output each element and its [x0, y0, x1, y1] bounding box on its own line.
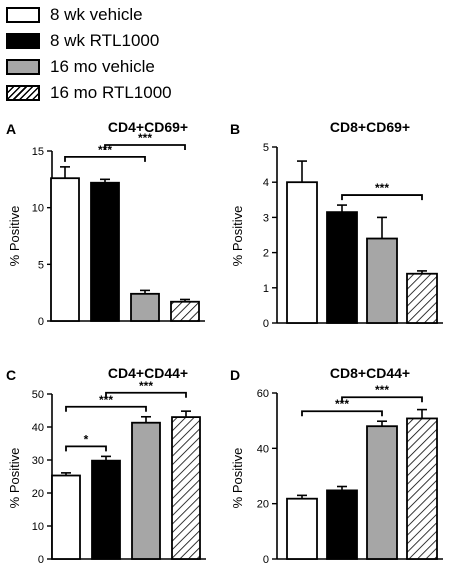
y-tick-label: 40 — [32, 422, 44, 434]
panel-title: CD8+CD69+ — [330, 119, 410, 135]
legend-item-8wk-vehicle: 8 wk vehicle — [6, 4, 143, 26]
significance-bracket — [341, 194, 423, 201]
significance-bracket — [65, 405, 147, 412]
y-tick-label: 50 — [32, 389, 44, 401]
y-tick-label: 15 — [32, 146, 44, 158]
y-axis-label: % Positive — [230, 206, 245, 267]
panel-title: CD4+CD44+ — [108, 365, 188, 381]
bar-8wk-rtl1000 — [326, 211, 358, 324]
legend-label: 8 wk vehicle — [50, 5, 143, 24]
y-tick-label: 0 — [263, 318, 269, 330]
significance-bracket — [104, 144, 186, 150]
bar-8wk-vehicle — [286, 181, 318, 324]
y-tick-label: 4 — [263, 177, 269, 189]
legend: 8 wk vehicle 8 wk RTL1000 16 mo vehicle … — [0, 0, 260, 112]
significance-label: *** — [138, 131, 152, 145]
panel-d: D CD8+CD44+ % Positive 0 20 40 60 *** *** — [230, 365, 443, 566]
y-tick-label: 0 — [38, 554, 44, 566]
panel-letter: D — [230, 367, 240, 383]
y-axis-label: % Positive — [230, 448, 245, 509]
bar-16mo-vehicle — [131, 421, 161, 560]
y-tick-label: 10 — [32, 521, 44, 533]
legend-swatch-black — [6, 33, 40, 49]
bar-16mo-vehicle — [130, 292, 160, 322]
y-tick-label: 3 — [263, 212, 269, 224]
bar-16mo-vehicle — [366, 425, 398, 560]
y-tick-label: 60 — [257, 388, 269, 400]
legend-swatch-hatched — [6, 85, 40, 101]
significance-label: *** — [139, 379, 153, 393]
y-axis-label: % Positive — [7, 206, 22, 267]
significance-bracket — [301, 410, 383, 417]
panel-b: B CD8+CD69+ % Positive 0 1 2 3 4 5 *** — [230, 119, 443, 330]
y-axis-label: % Positive — [7, 448, 22, 509]
y-tick-label: 5 — [38, 259, 44, 271]
y-tick-label: 0 — [263, 554, 269, 566]
significance-bracket — [105, 391, 187, 398]
significance-bracket — [64, 155, 146, 162]
legend-item-16mo-vehicle: 16 mo vehicle — [6, 56, 155, 78]
y-tick-label: 30 — [32, 455, 44, 467]
y-tick-label: 1 — [263, 283, 269, 295]
legend-label: 16 mo vehicle — [50, 57, 155, 76]
bar-8wk-rtl1000 — [90, 181, 120, 322]
bar-8wk-vehicle — [51, 474, 81, 560]
panel-letter: A — [6, 121, 16, 137]
legend-item-8wk-rtl1000: 8 wk RTL1000 — [6, 30, 159, 52]
panel-title: CD4+CD69+ — [108, 119, 188, 135]
panel-title: CD8+CD44+ — [330, 365, 410, 381]
significance-label: *** — [335, 397, 349, 411]
bar-16mo-rtl1000 — [406, 272, 438, 324]
significance-label: *** — [375, 181, 389, 195]
panel-letter: C — [6, 367, 16, 383]
panel-letter: B — [230, 121, 240, 137]
bar-16mo-rtl1000 — [406, 417, 438, 560]
significance-bracket — [341, 396, 423, 403]
significance-label: *** — [375, 383, 389, 397]
significance-bracket — [65, 445, 107, 452]
legend-swatch-gray — [6, 59, 40, 75]
legend-item-16mo-rtl1000: 16 mo RTL1000 — [6, 82, 172, 104]
legend-label: 16 mo RTL1000 — [50, 83, 172, 102]
y-tick-label: 40 — [257, 443, 269, 455]
legend-swatch-white — [6, 7, 40, 23]
bar-8wk-vehicle — [286, 497, 318, 560]
y-tick-label: 20 — [32, 488, 44, 500]
y-tick-label: 2 — [263, 248, 269, 260]
y-tick-label: 5 — [263, 142, 269, 154]
legend-label: 8 wk RTL1000 — [50, 31, 160, 50]
significance-label: * — [84, 432, 89, 446]
y-tick-label: 10 — [32, 203, 44, 215]
y-tick-label: 20 — [257, 499, 269, 511]
bar-16mo-rtl1000 — [171, 416, 201, 560]
bar-8wk-vehicle — [50, 177, 80, 322]
bar-8wk-rtl1000 — [91, 459, 121, 560]
significance-label: *** — [99, 393, 113, 407]
bar-16mo-rtl1000 — [170, 300, 200, 322]
bar-16mo-vehicle — [366, 237, 398, 324]
y-tick-label: 0 — [38, 316, 44, 328]
bar-8wk-rtl1000 — [326, 489, 358, 560]
